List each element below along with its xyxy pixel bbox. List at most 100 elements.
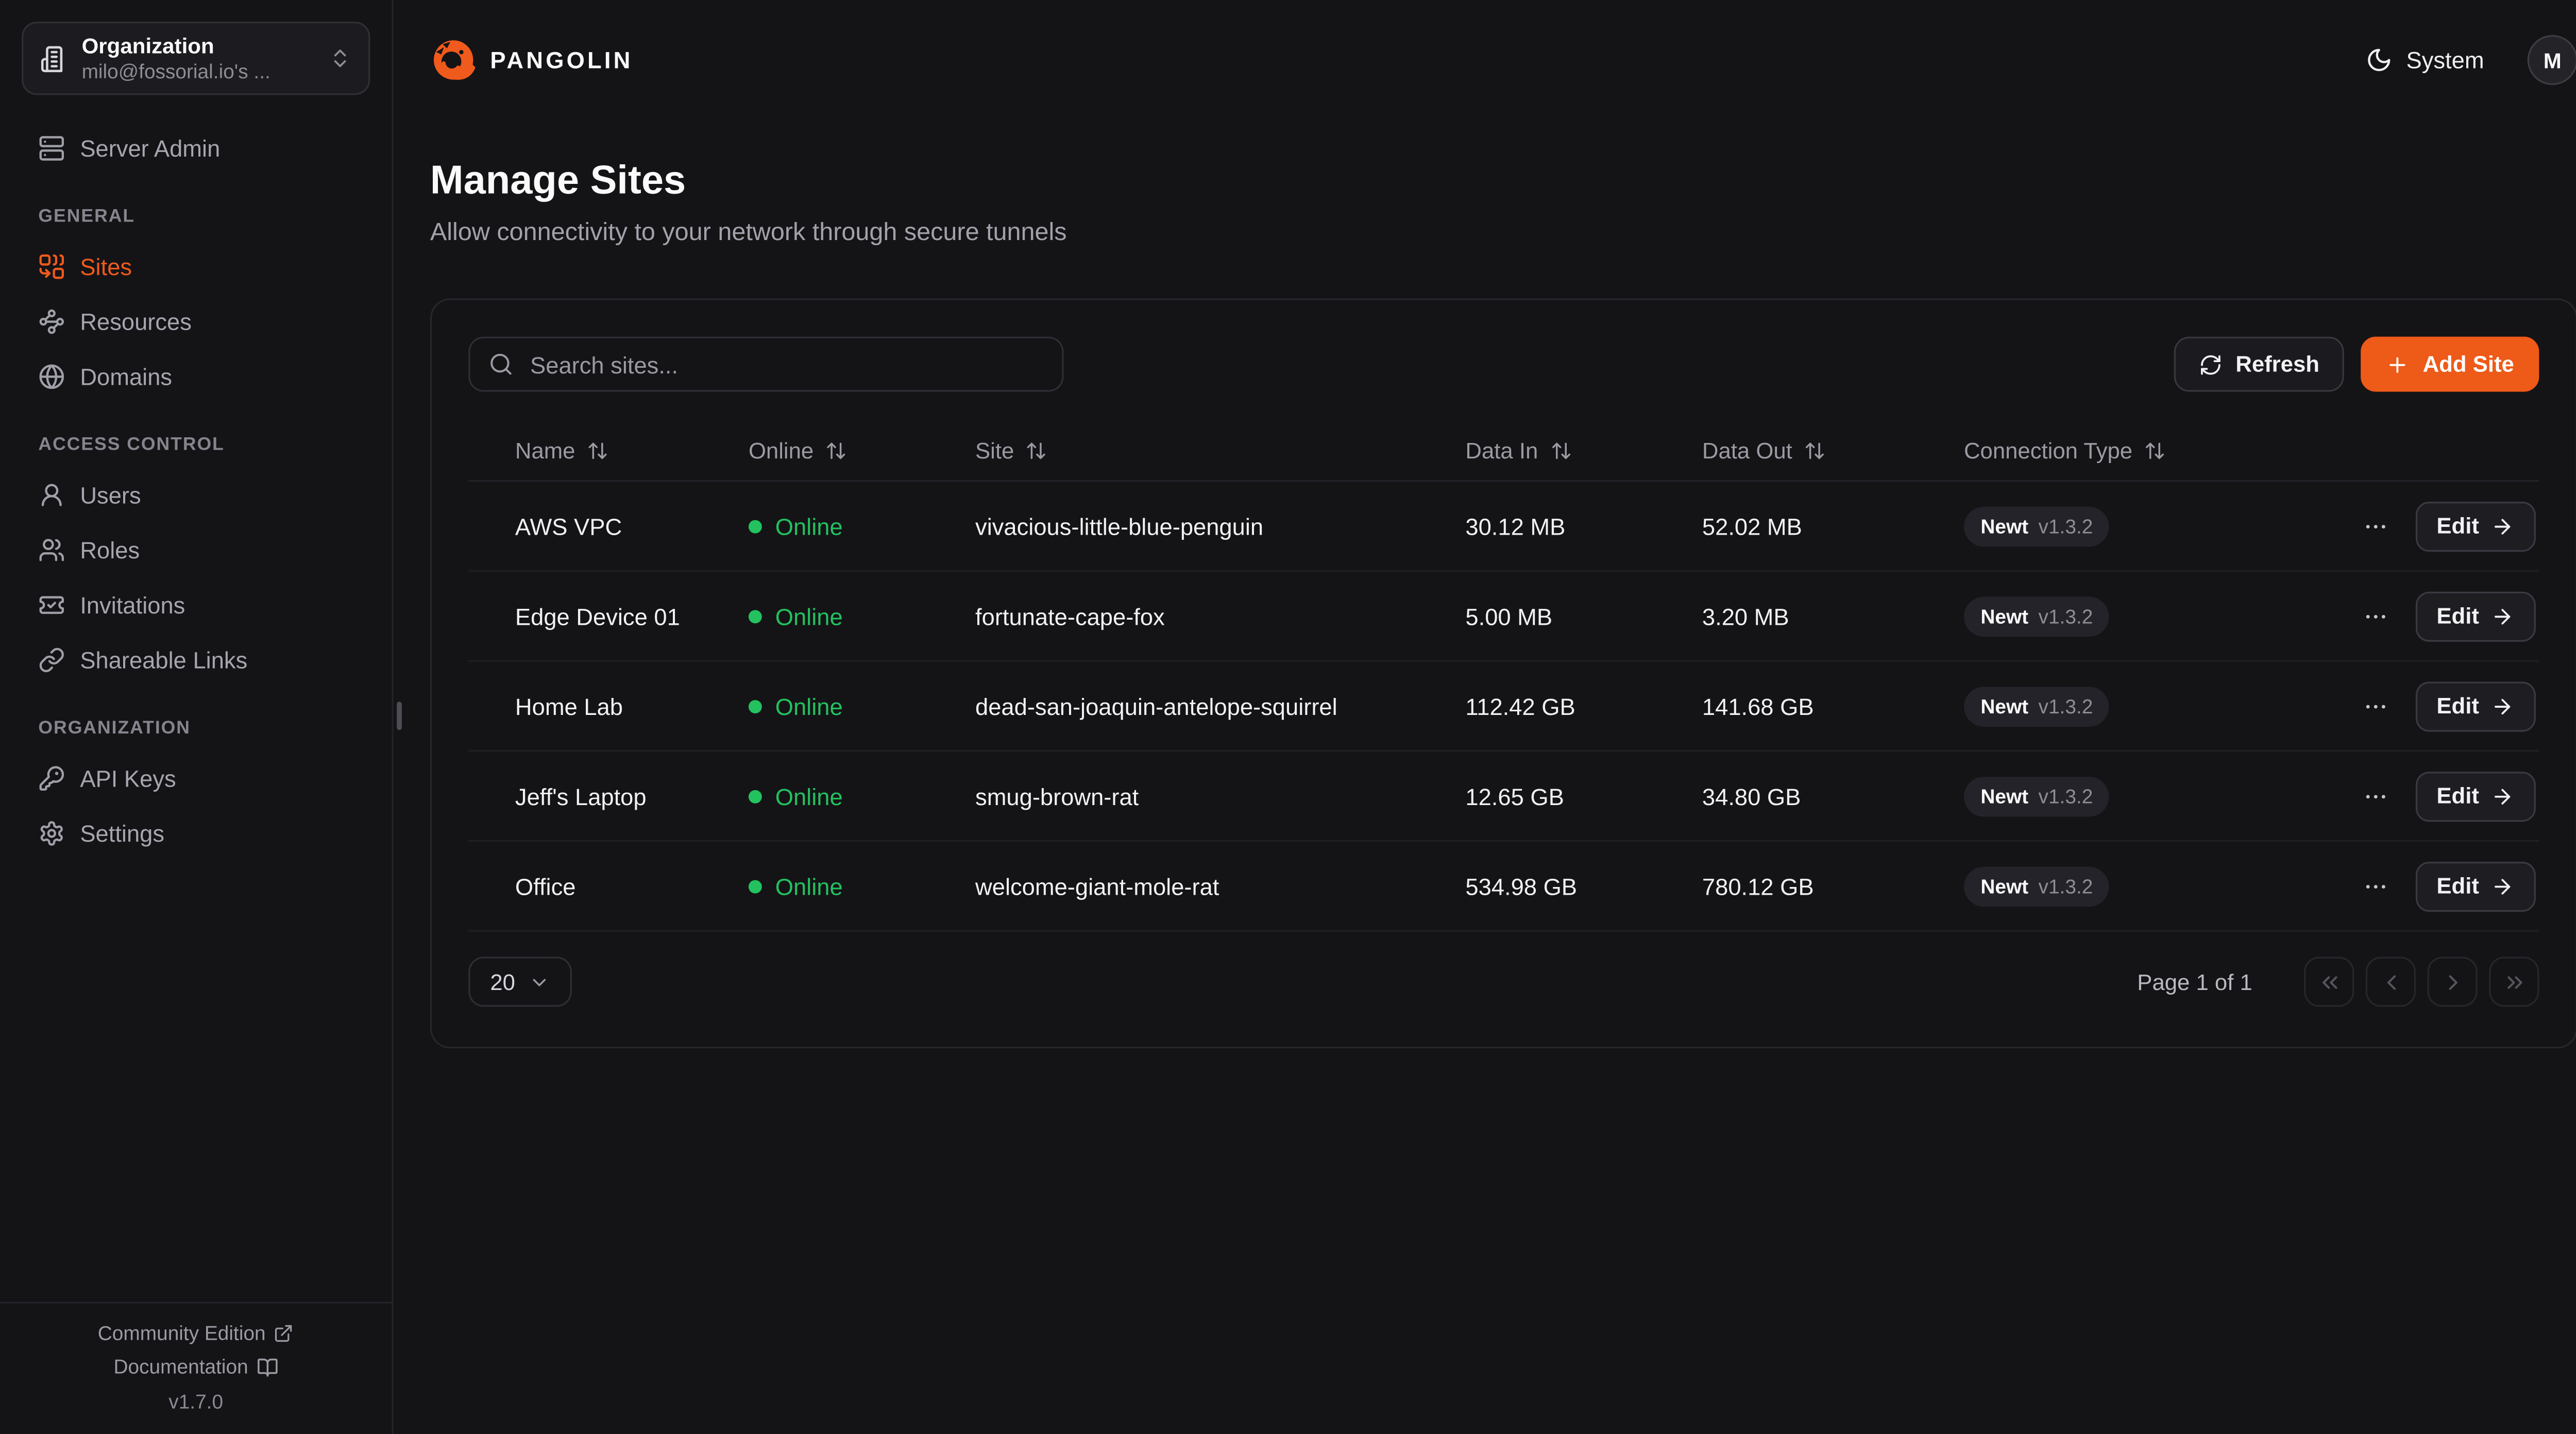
- column-header-data-in[interactable]: Data In: [1465, 437, 1702, 463]
- sidebar-item-server-admin[interactable]: Server Admin: [22, 122, 370, 175]
- row-menu-button[interactable]: [2362, 873, 2388, 899]
- app-version: v1.7.0: [168, 1390, 224, 1414]
- site-slug: dead-san-joaquin-antelope-squirrel: [975, 692, 1337, 720]
- data-out-value: 52.02 MB: [1702, 513, 1802, 539]
- data-out-value: 34.80 GB: [1702, 782, 1801, 810]
- sidebar-item-users[interactable]: Users: [22, 468, 370, 522]
- chevron-right-icon: [2440, 969, 2465, 995]
- connection-type-badge: Newt v1.3.2: [1963, 595, 2110, 636]
- sidebar-item-resources[interactable]: Resources: [22, 295, 370, 349]
- section-label-organization: ORGANIZATION: [38, 718, 191, 739]
- sidebar-item-shareable-links[interactable]: Shareable Links: [22, 634, 370, 687]
- chevron-down-icon: [529, 971, 550, 993]
- site-slug: vivacious-little-blue-penguin: [975, 513, 1264, 539]
- book-open-icon: [257, 1356, 278, 1377]
- edit-button[interactable]: Edit: [2415, 861, 2536, 911]
- sidebar-item-settings[interactable]: Settings: [22, 807, 370, 860]
- site-name: Office: [515, 873, 576, 899]
- site-slug: fortunate-cape-fox: [975, 602, 1165, 629]
- data-in-value: 112.42 GB: [1465, 692, 1575, 720]
- avatar[interactable]: M: [2527, 35, 2576, 86]
- sidebar-item-label: Domains: [80, 363, 173, 390]
- column-header-data-out[interactable]: Data Out: [1702, 437, 1964, 463]
- row-menu-button[interactable]: [2362, 693, 2388, 720]
- users-icon: [38, 537, 65, 564]
- refresh-icon: [2199, 352, 2222, 375]
- theme-toggle[interactable]: System: [2366, 46, 2484, 74]
- sidebar: Organization milo@fossorial.io's ... Ser…: [0, 0, 394, 1434]
- sort-icon: [825, 439, 847, 461]
- column-header-name[interactable]: Name: [468, 437, 749, 463]
- site-name: AWS VPC: [515, 513, 622, 539]
- arrow-right-icon: [2491, 874, 2514, 897]
- chevrons-right-icon: [2502, 969, 2527, 995]
- sidebar-item-invitations[interactable]: Invitations: [22, 578, 370, 632]
- chevron-left-icon: [2378, 969, 2403, 995]
- chevrons-up-down-icon: [328, 47, 351, 70]
- site-slug: welcome-giant-mole-rat: [975, 873, 1219, 899]
- sidebar-item-domains[interactable]: Domains: [22, 350, 370, 404]
- online-status: Online: [748, 873, 975, 899]
- section-label-general: GENERAL: [38, 207, 135, 227]
- data-in-value: 5.00 MB: [1465, 602, 1553, 629]
- arrow-right-icon: [2491, 694, 2514, 718]
- theme-toggle-label: System: [2406, 46, 2484, 74]
- data-out-value: 141.68 GB: [1702, 692, 1814, 720]
- edit-button[interactable]: Edit: [2415, 680, 2536, 731]
- arrow-right-icon: [2491, 604, 2514, 627]
- brand-link[interactable]: PANGOLIN: [430, 37, 633, 83]
- sort-icon: [1550, 439, 1571, 461]
- sort-icon: [2144, 439, 2166, 461]
- data-out-value: 780.12 GB: [1702, 873, 1814, 899]
- org-switcher-label: Organization: [81, 33, 214, 59]
- row-menu-button[interactable]: [2362, 782, 2388, 809]
- edit-button[interactable]: Edit: [2415, 771, 2536, 821]
- sidebar-item-label: Invitations: [80, 591, 185, 619]
- connection-type-badge: Newt v1.3.2: [1963, 776, 2110, 816]
- sidebar-item-label: Settings: [80, 820, 165, 847]
- online-status: Online: [748, 603, 975, 629]
- sort-icon: [587, 439, 608, 461]
- org-switcher[interactable]: Organization milo@fossorial.io's ...: [22, 22, 370, 95]
- edit-button[interactable]: Edit: [2415, 591, 2536, 641]
- search-input[interactable]: [527, 349, 1044, 380]
- column-header-site[interactable]: Site: [975, 437, 1465, 463]
- sidebar-item-sites[interactable]: Sites: [22, 240, 370, 294]
- refresh-button[interactable]: Refresh: [2174, 336, 2345, 392]
- first-page-button[interactable]: [2304, 957, 2354, 1007]
- column-header-connection-type[interactable]: Connection Type: [1964, 437, 2358, 463]
- sidebar-item-label: API Keys: [80, 765, 176, 792]
- sidebar-item-roles[interactable]: Roles: [22, 523, 370, 577]
- moon-icon: [2366, 47, 2393, 74]
- add-site-button[interactable]: Add Site: [2361, 336, 2539, 392]
- data-in-value: 12.65 GB: [1465, 782, 1564, 810]
- connection-type-badge: Newt v1.3.2: [1963, 866, 2110, 906]
- site-slug: smug-brown-rat: [975, 782, 1139, 810]
- online-dot-icon: [748, 609, 762, 623]
- sort-icon: [1804, 439, 1825, 461]
- edit-button[interactable]: Edit: [2415, 501, 2536, 551]
- documentation-link[interactable]: Documentation: [114, 1355, 278, 1378]
- page-size-select[interactable]: 20: [468, 957, 572, 1007]
- sidebar-item-label: Sites: [80, 253, 132, 280]
- row-menu-button[interactable]: [2362, 603, 2388, 629]
- row-menu-button[interactable]: [2362, 513, 2388, 539]
- sort-icon: [1026, 439, 1047, 461]
- sidebar-item-label: Resources: [80, 308, 192, 335]
- sites-table-card: Refresh Add Site Name: [430, 298, 2576, 1049]
- key-icon: [38, 765, 65, 792]
- column-header-online[interactable]: Online: [749, 437, 975, 463]
- building-icon: [40, 44, 69, 73]
- sidebar-resize-handle[interactable]: [397, 702, 402, 730]
- last-page-button[interactable]: [2489, 957, 2539, 1007]
- online-status: Online: [748, 782, 975, 809]
- online-status: Online: [748, 513, 975, 539]
- combine-icon: [38, 253, 65, 280]
- previous-page-button[interactable]: [2365, 957, 2416, 1007]
- arrow-right-icon: [2491, 784, 2514, 808]
- sidebar-item-api-keys[interactable]: API Keys: [22, 752, 370, 805]
- data-out-value: 3.20 MB: [1702, 602, 1789, 629]
- next-page-button[interactable]: [2427, 957, 2478, 1007]
- community-edition-link[interactable]: Community Edition: [98, 1322, 294, 1345]
